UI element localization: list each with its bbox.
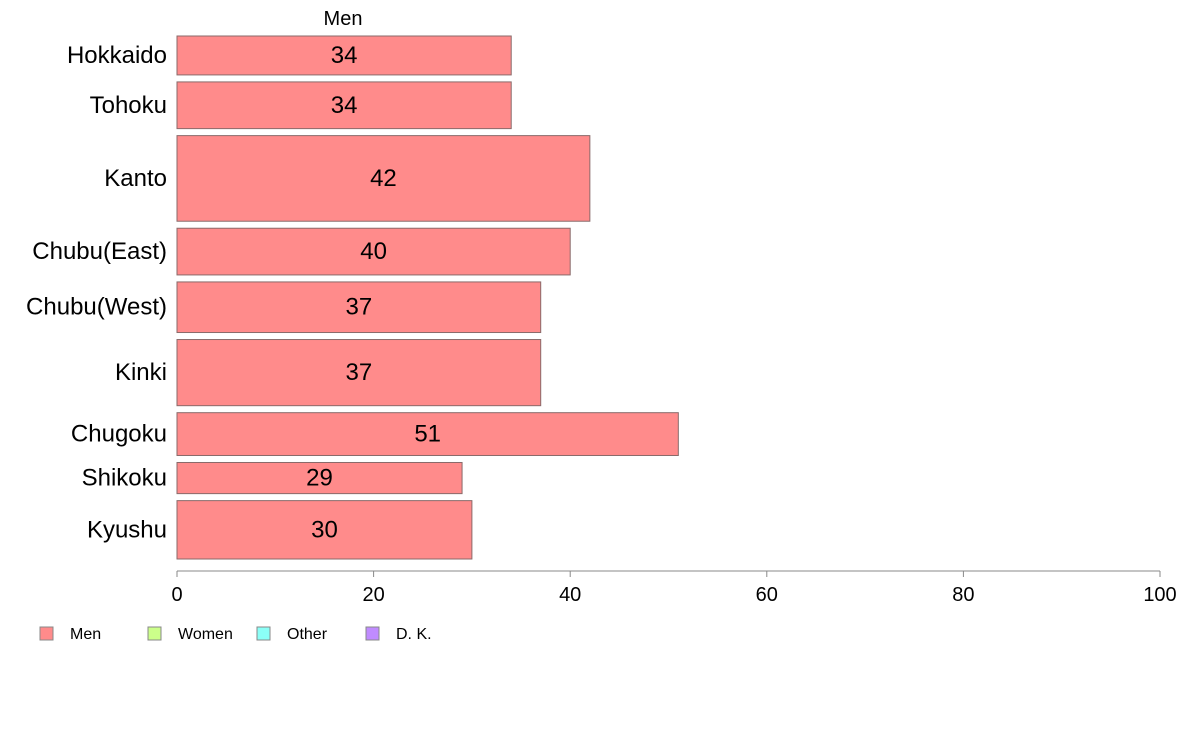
- x-tick-label: 100: [1143, 584, 1176, 606]
- category-label: Shikoku: [82, 465, 167, 492]
- category-label: Chugoku: [71, 421, 167, 448]
- x-tick-label: 80: [952, 584, 974, 606]
- value-label: 37: [346, 294, 373, 321]
- value-label: 29: [306, 465, 333, 492]
- bar-men-1: [176, 81, 512, 130]
- bar-men-0: [176, 35, 512, 76]
- bar-men-7: [176, 461, 463, 495]
- x-tick-label: 40: [559, 584, 581, 606]
- legend-label: D. K.: [396, 626, 432, 643]
- series-label: Men: [324, 8, 363, 30]
- value-labels: 34 34 42 40 37 37 51 29 30: [306, 42, 441, 543]
- value-label: 34: [331, 92, 358, 119]
- legend-swatch: [39, 626, 54, 641]
- bar-men-4: [176, 281, 542, 334]
- bar-men-3: [176, 227, 571, 276]
- legend-label: Women: [178, 626, 233, 643]
- value-label: 42: [370, 165, 397, 192]
- legend-swatch: [256, 626, 271, 641]
- value-label: 37: [346, 359, 373, 386]
- legend-label: Men: [70, 626, 101, 643]
- bar-men-2: [176, 135, 591, 222]
- x-tick-label: 0: [171, 584, 182, 606]
- legend-label: Other: [287, 626, 328, 643]
- bar-men-8: [176, 500, 473, 560]
- value-label: 30: [311, 516, 338, 543]
- legend-swatch: [147, 626, 162, 641]
- value-label: 40: [360, 238, 387, 265]
- bar-men-6: [176, 412, 679, 456]
- x-axis: 0 20 40 60 80 100: [171, 570, 1177, 606]
- category-label: Chubu(East): [32, 238, 167, 265]
- legend: Men Women Other D. K.: [39, 626, 432, 643]
- value-label: 51: [414, 421, 441, 448]
- bar-men-5: [176, 339, 542, 407]
- category-label: Kinki: [115, 359, 167, 386]
- category-label: Kanto: [104, 165, 167, 192]
- category-labels: Hokkaido Tohoku Kanto Chubu(East) Chubu(West…: [26, 42, 167, 543]
- category-label: Hokkaido: [67, 42, 167, 69]
- bars-group: [176, 35, 679, 560]
- x-tick-label: 60: [756, 584, 778, 606]
- category-label: Kyushu: [87, 516, 167, 543]
- category-label: Tohoku: [90, 92, 167, 119]
- value-label: 34: [331, 42, 358, 69]
- legend-swatch: [365, 626, 380, 641]
- x-tick-label: 20: [362, 584, 384, 606]
- category-label: Chubu(West): [26, 294, 167, 321]
